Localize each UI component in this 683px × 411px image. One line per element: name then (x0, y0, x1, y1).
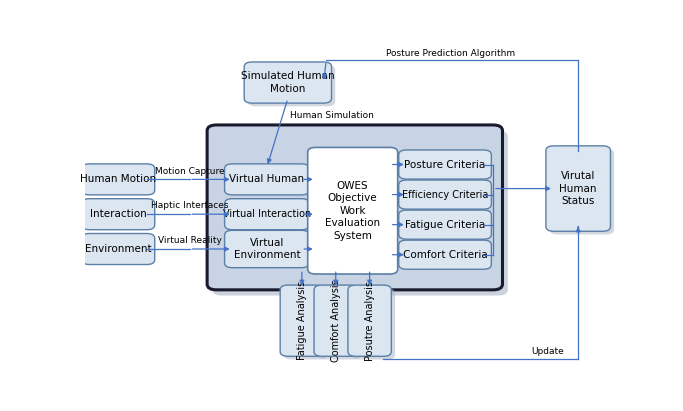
FancyBboxPatch shape (352, 288, 395, 360)
FancyBboxPatch shape (318, 288, 361, 360)
Text: Virtual
Environment: Virtual Environment (234, 238, 301, 260)
Text: Human Motion: Human Motion (80, 174, 156, 185)
FancyBboxPatch shape (308, 148, 398, 274)
FancyBboxPatch shape (314, 285, 357, 356)
Text: Comfort Analysis: Comfort Analysis (331, 279, 341, 362)
FancyBboxPatch shape (207, 125, 503, 290)
FancyBboxPatch shape (248, 65, 335, 106)
Text: OWES
Objective
Work
Evaluation
System: OWES Objective Work Evaluation System (325, 181, 380, 240)
FancyBboxPatch shape (550, 149, 614, 234)
FancyBboxPatch shape (225, 230, 309, 268)
Text: Environment: Environment (85, 244, 152, 254)
Text: Virtual Interaction: Virtual Interaction (223, 209, 311, 219)
FancyBboxPatch shape (212, 131, 507, 296)
FancyBboxPatch shape (546, 146, 611, 231)
Text: Haptic Interfaces: Haptic Interfaces (151, 201, 228, 210)
FancyBboxPatch shape (284, 288, 327, 360)
Text: Human Simulation: Human Simulation (290, 111, 374, 120)
Text: Comfort Criteria: Comfort Criteria (403, 250, 488, 260)
Text: Interaction: Interaction (90, 209, 147, 219)
FancyBboxPatch shape (225, 164, 309, 195)
FancyBboxPatch shape (225, 199, 309, 230)
FancyBboxPatch shape (399, 240, 491, 269)
FancyBboxPatch shape (82, 164, 155, 195)
FancyBboxPatch shape (82, 233, 155, 265)
Text: Posture Criteria: Posture Criteria (404, 159, 486, 169)
FancyBboxPatch shape (348, 285, 391, 356)
FancyBboxPatch shape (399, 150, 491, 179)
Text: Efficiency Criteria: Efficiency Criteria (402, 189, 488, 200)
Text: Posutre Analysis: Posutre Analysis (365, 281, 374, 361)
FancyBboxPatch shape (245, 62, 331, 103)
FancyBboxPatch shape (399, 180, 491, 209)
Text: Fatigue Analysis: Fatigue Analysis (297, 281, 307, 360)
Text: Motion Capture: Motion Capture (155, 166, 225, 175)
Text: Update: Update (532, 347, 564, 356)
Text: Simulated Human
Motion: Simulated Human Motion (241, 72, 335, 94)
Text: Posture Prediction Algorithm: Posture Prediction Algorithm (387, 49, 516, 58)
Text: Virutal
Human
Status: Virutal Human Status (559, 171, 597, 206)
Text: Virtual Human: Virtual Human (229, 174, 305, 185)
FancyBboxPatch shape (82, 199, 155, 230)
FancyBboxPatch shape (280, 285, 324, 356)
Text: Virtual Reality: Virtual Reality (158, 236, 221, 245)
Text: Fatigue Criteria: Fatigue Criteria (405, 219, 485, 230)
FancyBboxPatch shape (399, 210, 491, 239)
